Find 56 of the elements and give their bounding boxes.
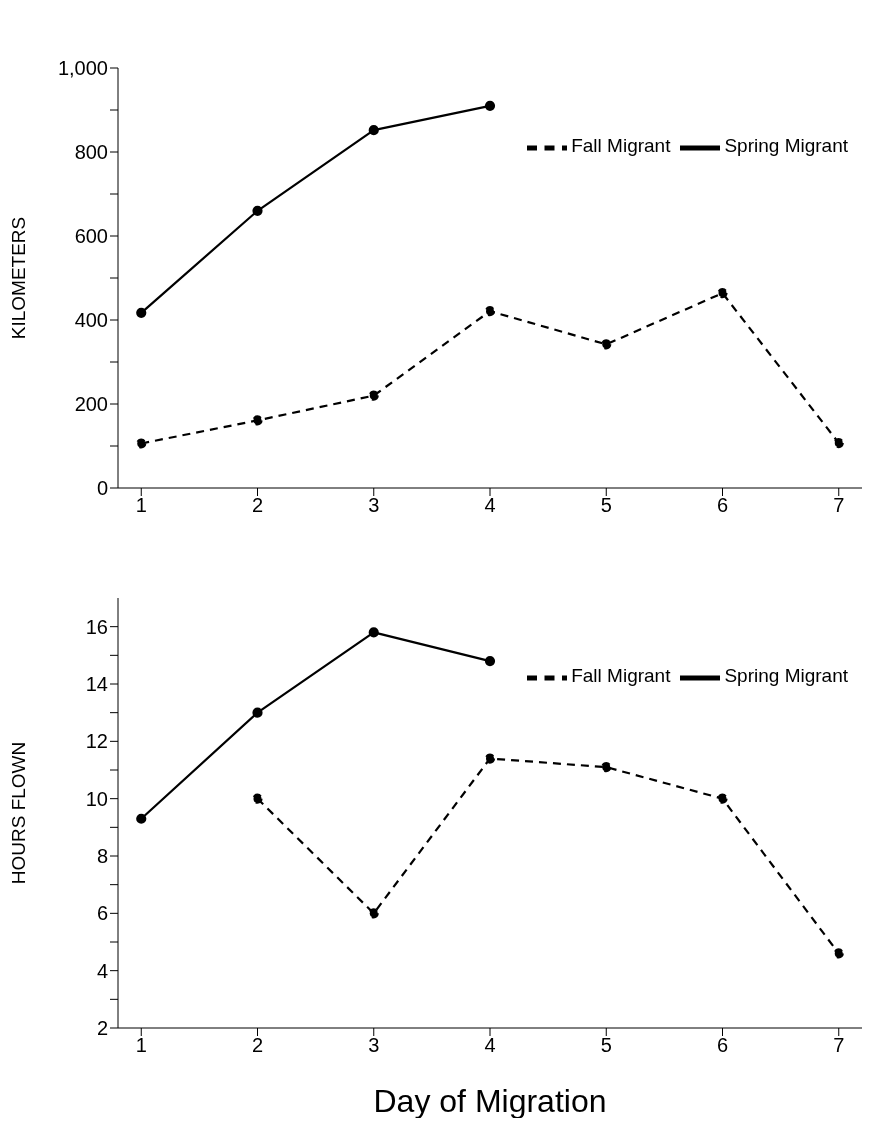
y-tick-label: 1,000 <box>57 57 108 80</box>
point <box>252 707 263 718</box>
point <box>252 793 263 804</box>
point <box>484 655 496 667</box>
point <box>833 948 844 959</box>
x-tick-label: 7 <box>833 1034 845 1057</box>
x-tick-label: 4 <box>484 1034 496 1057</box>
legend-label: Fall Migrant <box>571 135 671 157</box>
y-tick-label: 14 <box>85 673 108 696</box>
point <box>368 125 379 136</box>
x-tick-label: 5 <box>600 494 612 517</box>
x-tick-label: 7 <box>833 494 845 517</box>
x-tick-label: 4 <box>484 494 496 517</box>
legend-label: Spring Migrant <box>724 135 848 157</box>
legend-label: Fall Migrant <box>571 665 671 687</box>
x-tick-label: 2 <box>251 1034 264 1057</box>
y-tick-label: 8 <box>96 845 108 868</box>
point <box>136 307 147 318</box>
y-tick-label: 4 <box>96 959 108 982</box>
x-tick-label: 3 <box>368 1034 380 1057</box>
x-tick-label: 3 <box>368 494 380 517</box>
x-tick-label: 1 <box>135 1034 147 1057</box>
point <box>717 793 728 804</box>
y-tick-label: 800 <box>74 141 108 164</box>
y-axis-title: KILOMETERS <box>7 216 29 340</box>
point <box>484 306 496 317</box>
y-tick-label: 16 <box>85 615 108 638</box>
point <box>368 908 379 919</box>
point <box>484 100 496 111</box>
x-tick-label: 1 <box>135 494 147 517</box>
y-axis-title: HOURS FLOWN <box>7 741 29 885</box>
point <box>717 288 728 299</box>
y-tick-label: 2 <box>96 1017 108 1040</box>
y-tick-label: 200 <box>74 393 108 416</box>
x-tick-label: 5 <box>600 1034 612 1057</box>
legend-label: Spring Migrant <box>724 665 848 687</box>
point <box>601 339 612 350</box>
x-tick-label: 6 <box>716 494 729 517</box>
y-tick-label: 0 <box>96 477 108 500</box>
y-tick-label: 400 <box>74 309 108 332</box>
y-tick-label: 6 <box>96 902 108 925</box>
point <box>252 415 263 426</box>
x-tick-label: 6 <box>716 1034 729 1057</box>
point <box>368 627 379 638</box>
y-tick-label: 600 <box>74 225 108 248</box>
point <box>136 438 147 449</box>
x-tick-label: 2 <box>251 494 264 517</box>
x-axis-title: Day of Migration <box>373 1083 607 1119</box>
point <box>368 390 379 401</box>
point <box>601 762 612 773</box>
point <box>833 437 844 449</box>
point <box>252 205 263 216</box>
point <box>484 753 496 764</box>
point <box>136 813 147 824</box>
y-tick-label: 12 <box>85 730 108 753</box>
y-tick-label: 10 <box>85 787 108 810</box>
